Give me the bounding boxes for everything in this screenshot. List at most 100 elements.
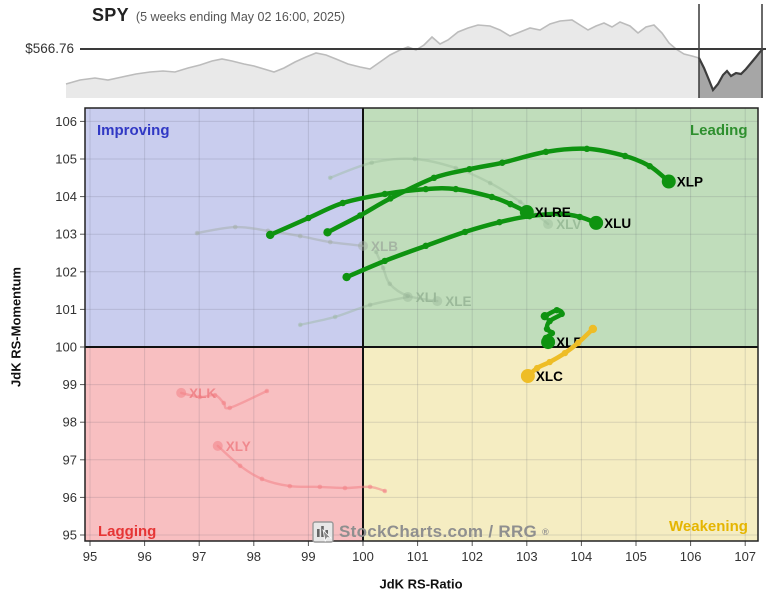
tail-node-xlv [487, 180, 493, 186]
y-tick-label: 95 [63, 528, 77, 543]
x-axis-title: JdK RS-Ratio [379, 576, 463, 592]
spy-area [66, 20, 763, 98]
tail-node-xlf [546, 317, 553, 325]
quadrant-label-leading: Leading [690, 122, 748, 139]
x-tick-label: 107 [734, 549, 756, 564]
tail-xli [299, 295, 409, 327]
tail-node-xlu [556, 210, 563, 218]
tail-node-xlre [507, 200, 514, 208]
tail-node-xlb [297, 233, 303, 239]
tail-xlb [195, 225, 365, 248]
x-tick-label: 106 [680, 549, 702, 564]
tail-node-xlv [327, 175, 333, 181]
ticker-label-xlv[interactable]: XLV [556, 217, 581, 232]
head-dot-xly[interactable] [212, 440, 223, 451]
price-label: $566.76 [25, 41, 74, 56]
ticker-label-xlc[interactable]: XLC [536, 369, 563, 384]
head-dot-xlp[interactable] [661, 174, 676, 189]
y-tick-label: 106 [55, 114, 77, 129]
quadrant-label-weakening: Weakening [669, 518, 748, 535]
tail-node-xle [380, 265, 386, 271]
tail-node-xlf [548, 329, 556, 337]
tail-node-xlp [499, 159, 506, 166]
tail-node-xlk [264, 388, 270, 394]
head-dot-xlv[interactable] [543, 219, 554, 230]
ticker-label-xlu[interactable]: XLU [604, 216, 631, 231]
tail-node-xlp [430, 174, 438, 181]
quadrant-label-lagging: Lagging [98, 523, 157, 540]
tail-node-xlp [466, 165, 473, 173]
x-tick-label: 102 [461, 549, 483, 564]
x-tick-label: 105 [625, 549, 647, 564]
y-tick-label: 100 [55, 340, 77, 355]
tail-node-xlu [496, 218, 503, 226]
tail-node-xlv [517, 199, 523, 205]
tail-node-xlc [561, 349, 569, 357]
x-tick-label: 101 [407, 549, 429, 564]
tail-node-xly [342, 485, 348, 491]
ticker-label-xly[interactable]: XLY [226, 439, 251, 454]
tail-node-xlf [543, 325, 551, 333]
tail-node-xlre [488, 193, 496, 201]
head-dot-xlk[interactable] [176, 387, 187, 398]
x-tick-label: 99 [301, 549, 315, 564]
x-tick-label: 100 [352, 549, 374, 564]
tail-node-xlc [546, 358, 553, 366]
tail-node-xli [297, 322, 303, 328]
tail-node-xlre [305, 214, 312, 222]
head-dot-xlf[interactable] [541, 335, 556, 350]
head-dot-xlre[interactable] [519, 205, 534, 220]
tail-node-xly [367, 484, 373, 490]
ticker-label-xli[interactable]: XLI [416, 290, 437, 305]
tail-node-xly [382, 488, 388, 494]
tail-node-xlb [194, 230, 200, 236]
quadrant-improving-bg [85, 108, 363, 347]
tail-node-xlu [422, 242, 429, 250]
tail-node-xlre [339, 199, 346, 207]
tail-node-xlu [576, 213, 583, 221]
tail-node-xle [387, 281, 393, 287]
tail-node-xlu [461, 228, 469, 236]
tail-node-xli [367, 302, 373, 308]
tail-node-xlb [327, 239, 333, 245]
tail-node-xlre [381, 190, 389, 198]
tail-node-xlu [381, 257, 389, 265]
tail-node-xlp [542, 148, 550, 156]
symbol-title: SPY [92, 5, 129, 25]
ticker-label-xlp[interactable]: XLP [677, 175, 703, 190]
tail-xlv [329, 157, 550, 226]
tail-node-xlp [583, 145, 591, 153]
tail-node-xlu [342, 272, 351, 282]
ticker-label-xlre[interactable]: XLRE [535, 205, 571, 220]
tail-node-xlv [453, 165, 459, 171]
y-tick-label: 101 [55, 302, 77, 317]
watermark-text: StockCharts.com / RRG [339, 522, 538, 541]
y-tick-label: 102 [55, 264, 77, 279]
tail-node-xlc [574, 339, 582, 347]
ticker-label-xlb[interactable]: XLB [371, 239, 398, 254]
chart-header: SPY (5 weeks ending May 02 16:00, 2025) [92, 5, 345, 26]
tail-node-xly [317, 484, 323, 490]
head-dot-xli[interactable] [402, 291, 413, 302]
spy-window-area [699, 49, 763, 98]
tail-node-xlp [621, 152, 629, 160]
tail-node-xlk [197, 394, 203, 400]
y-tick-label: 98 [63, 415, 77, 430]
head-dot-xlc[interactable] [520, 368, 535, 383]
tail-node-xlk [212, 392, 218, 398]
head-dot-xlu[interactable] [589, 215, 604, 230]
tail-node-xlk [221, 400, 227, 406]
quadrant-lagging-bg [85, 347, 363, 541]
watermark: StockCharts.com / RRG ® [312, 521, 549, 543]
tail-node-xlc [588, 324, 598, 334]
y-axis-title: JdK RS-Momentum [8, 267, 24, 387]
head-dot-xle[interactable] [432, 296, 443, 307]
tail-node-xle [405, 293, 411, 299]
head-dot-xlb[interactable] [358, 240, 368, 251]
ticker-label-xlk[interactable]: XLK [189, 386, 216, 401]
ticker-label-xle[interactable]: XLE [445, 294, 471, 309]
tail-node-xlp [387, 195, 394, 202]
watermark-registered-mark: ® [542, 527, 550, 537]
y-tick-label: 99 [63, 377, 77, 392]
